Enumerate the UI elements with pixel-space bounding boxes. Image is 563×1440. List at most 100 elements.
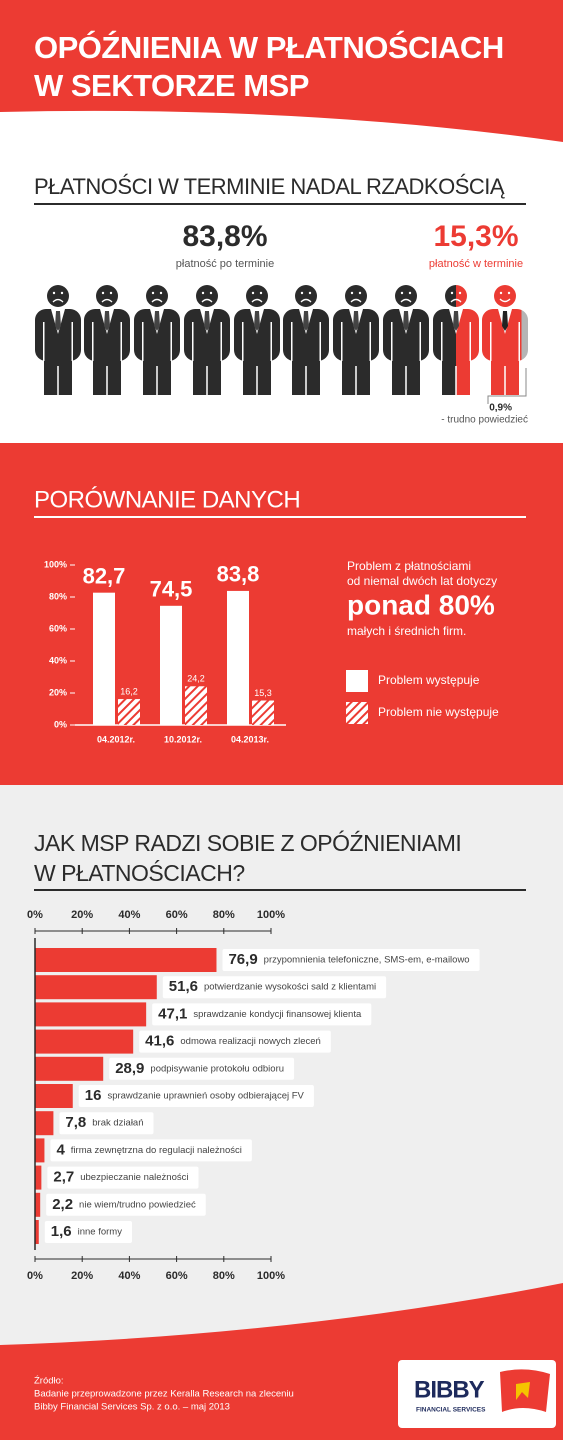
value-label: 24,2 bbox=[187, 674, 205, 684]
icon-mouth bbox=[251, 298, 263, 303]
icon-leg-gap bbox=[455, 366, 457, 395]
header-bg bbox=[0, 0, 563, 142]
heading-rule bbox=[34, 203, 526, 205]
icon-eye bbox=[52, 291, 56, 295]
bar bbox=[35, 1192, 41, 1217]
icon-tie bbox=[254, 311, 260, 331]
value-label: 41,6 bbox=[145, 1033, 174, 1050]
value-label: 82,7 bbox=[83, 563, 126, 588]
bar bbox=[35, 975, 157, 1000]
icon-mouth bbox=[201, 298, 213, 303]
icon-eye bbox=[408, 291, 412, 295]
icon-arm-gap bbox=[419, 322, 421, 361]
person-icon bbox=[134, 285, 180, 395]
source-text: Badanie przeprowadzone przez Keralla Res… bbox=[34, 1389, 294, 1400]
icon-eye bbox=[400, 291, 404, 295]
bar bbox=[227, 590, 249, 725]
label-box bbox=[152, 1003, 372, 1026]
person-icon bbox=[433, 285, 479, 395]
annotation: małych i średnich firm. bbox=[347, 624, 466, 638]
icon-arm-gap bbox=[518, 322, 520, 361]
icon-head bbox=[47, 285, 69, 307]
value-label: 2,2 bbox=[52, 1196, 73, 1213]
logo-name: BIBBY bbox=[414, 1376, 485, 1403]
icon-arm-gap bbox=[391, 322, 393, 361]
label-box bbox=[78, 1085, 314, 1107]
label-box bbox=[46, 1193, 206, 1216]
x-tick-label: 04.2013r. bbox=[231, 734, 269, 744]
value-label: 51,6 bbox=[169, 978, 198, 995]
value-label: 16 bbox=[85, 1087, 102, 1104]
icon-eye bbox=[60, 291, 64, 295]
bar bbox=[35, 1084, 73, 1108]
icon-eye bbox=[507, 291, 511, 295]
icon-arm-gap bbox=[71, 322, 73, 361]
bar bbox=[185, 686, 207, 725]
icon-head bbox=[345, 285, 367, 307]
category-label: firma zewnętrzna do regulacji należności bbox=[71, 1145, 242, 1156]
icon-eye bbox=[450, 291, 454, 295]
value-label: 16,2 bbox=[120, 686, 138, 696]
x-tick-label: 40% bbox=[118, 1270, 140, 1282]
y-tick-label: 0% bbox=[54, 719, 67, 729]
label-box bbox=[222, 949, 480, 971]
icon-arm-gap bbox=[220, 322, 222, 361]
annotation: od niemal dwóch lat dotyczy bbox=[347, 574, 497, 588]
bar bbox=[35, 1056, 104, 1081]
person-icon bbox=[383, 285, 429, 395]
icon-eye bbox=[101, 291, 105, 295]
value-label: 2,7 bbox=[53, 1169, 74, 1186]
icon-head bbox=[196, 285, 218, 307]
category-label: brak działań bbox=[92, 1118, 143, 1129]
stat-label: płatność po terminie bbox=[176, 258, 274, 270]
icon-arm-gap bbox=[242, 322, 244, 361]
icon-tie bbox=[55, 311, 61, 331]
icon-arm-gap bbox=[170, 322, 172, 361]
icon-eye bbox=[350, 291, 354, 295]
bar bbox=[93, 592, 115, 725]
value-label: 47,1 bbox=[158, 1005, 187, 1022]
source-text: Źródło: bbox=[34, 1376, 64, 1387]
legend-label: Problem nie występuje bbox=[378, 705, 499, 719]
bar bbox=[35, 1029, 134, 1054]
page-title: OPÓŹNIENIA W PŁATNOŚCIACH bbox=[34, 29, 504, 65]
icon-mouth bbox=[101, 298, 113, 303]
icon-mouth bbox=[400, 298, 412, 303]
icon-eye bbox=[300, 291, 304, 295]
logo-emblem bbox=[516, 1382, 530, 1400]
person-icon bbox=[333, 285, 379, 395]
bar bbox=[252, 700, 274, 725]
icon-arm-gap bbox=[369, 322, 371, 361]
y-tick-label: 20% bbox=[49, 687, 67, 697]
stat-value: 83,8% bbox=[182, 220, 267, 253]
x-tick-label: 04.2012r. bbox=[97, 734, 135, 744]
category-label: inne formy bbox=[78, 1227, 123, 1238]
icon-tie bbox=[104, 311, 110, 331]
icon-head bbox=[295, 285, 317, 307]
icon-tie bbox=[154, 311, 160, 331]
person-icon bbox=[184, 285, 230, 395]
icon-arm-gap bbox=[43, 322, 45, 361]
icon-eye bbox=[109, 291, 113, 295]
chart-title: W PŁATNOŚCIACH? bbox=[34, 859, 245, 886]
category-label: ubezpieczanie należności bbox=[80, 1172, 188, 1183]
icon-arm-gap bbox=[490, 322, 492, 361]
stat-value: 0,9% bbox=[489, 403, 512, 414]
x-tick-label: 60% bbox=[166, 909, 188, 921]
stat-label: - trudno powiedzieć bbox=[441, 415, 528, 426]
logo-tagline: FINANCIAL SERVICES bbox=[416, 1407, 486, 1414]
icon-tie bbox=[502, 311, 508, 331]
value-label: 28,9 bbox=[115, 1060, 144, 1077]
icon-head bbox=[96, 285, 118, 307]
stat-label: płatność w terminie bbox=[429, 258, 523, 270]
icon-arm-gap bbox=[341, 322, 343, 361]
value-label: 4 bbox=[56, 1141, 65, 1158]
icon-leg-gap bbox=[355, 366, 357, 395]
label-box bbox=[59, 1112, 154, 1135]
icon-mouth bbox=[300, 298, 312, 303]
value-label: 76,9 bbox=[228, 951, 257, 968]
icon-eye bbox=[251, 291, 255, 295]
person-icon bbox=[84, 285, 130, 395]
icon-arm-gap bbox=[270, 322, 272, 361]
value-label: 15,3 bbox=[254, 688, 272, 698]
